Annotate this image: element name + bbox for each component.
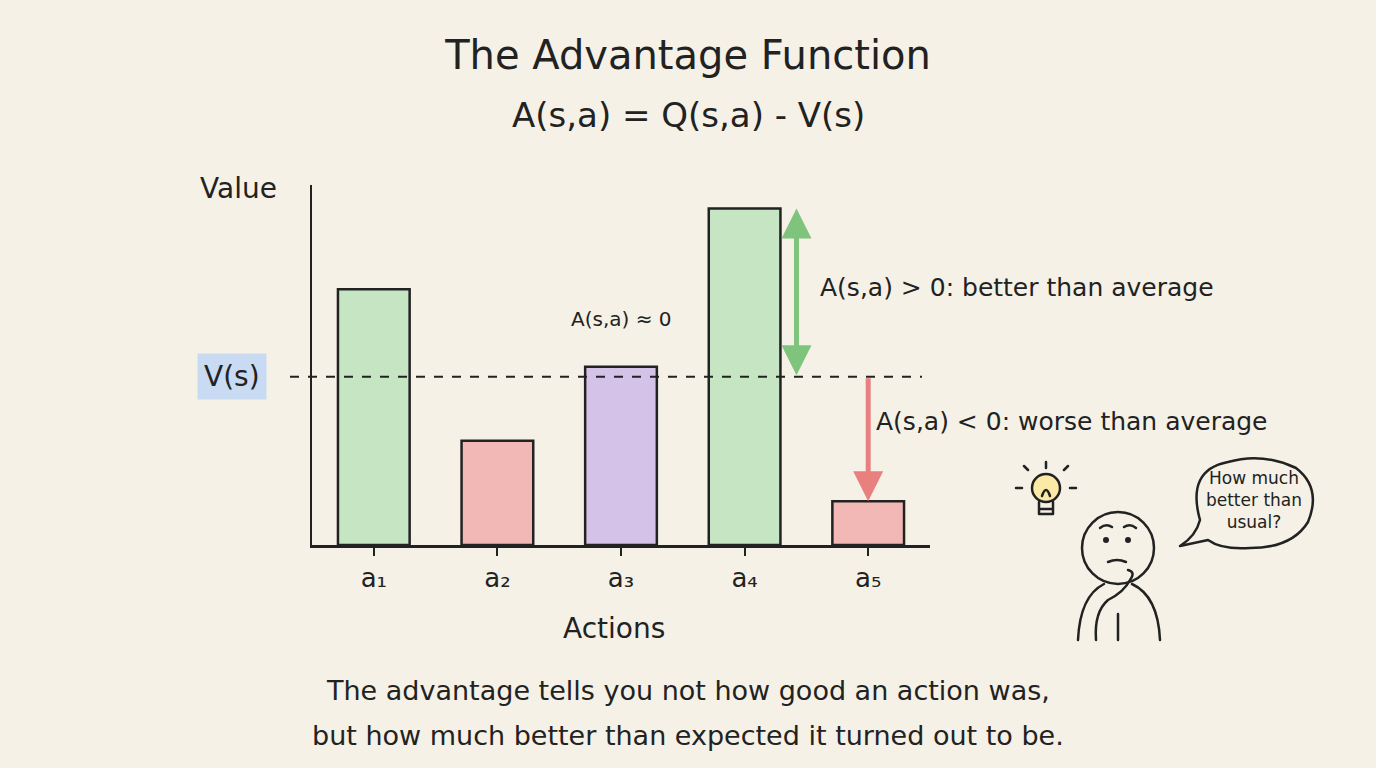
- svg-text:a₃: a₃: [608, 563, 634, 593]
- svg-text:V(s): V(s): [204, 360, 260, 393]
- svg-text:A(s,a) < 0: worse than average: A(s,a) < 0: worse than average: [876, 407, 1268, 436]
- svg-text:Value: Value: [200, 172, 277, 205]
- svg-text:a₂: a₂: [484, 563, 510, 593]
- svg-text:a₅: a₅: [855, 563, 881, 593]
- svg-text:A(s,a) ≈ 0: A(s,a) ≈ 0: [571, 307, 672, 331]
- svg-text:Actions: Actions: [563, 612, 665, 645]
- svg-text:A(s,a) = Q(s,a) - V(s): A(s,a) = Q(s,a) - V(s): [512, 95, 865, 135]
- svg-text:The advantage tells you not ho: The advantage tells you not how good an …: [326, 675, 1050, 706]
- svg-text:A(s,a) > 0: better than averag: A(s,a) > 0: better than average: [820, 273, 1214, 302]
- svg-text:The Advantage Function: The Advantage Function: [444, 32, 931, 78]
- svg-text:usual?: usual?: [1227, 512, 1282, 532]
- svg-text:a₁: a₁: [361, 563, 387, 593]
- svg-text:better than: better than: [1206, 490, 1302, 510]
- svg-text:a₄: a₄: [731, 563, 757, 593]
- svg-text:but how much better than expec: but how much better than expected it tur…: [312, 720, 1064, 751]
- svg-text:How much: How much: [1209, 468, 1299, 488]
